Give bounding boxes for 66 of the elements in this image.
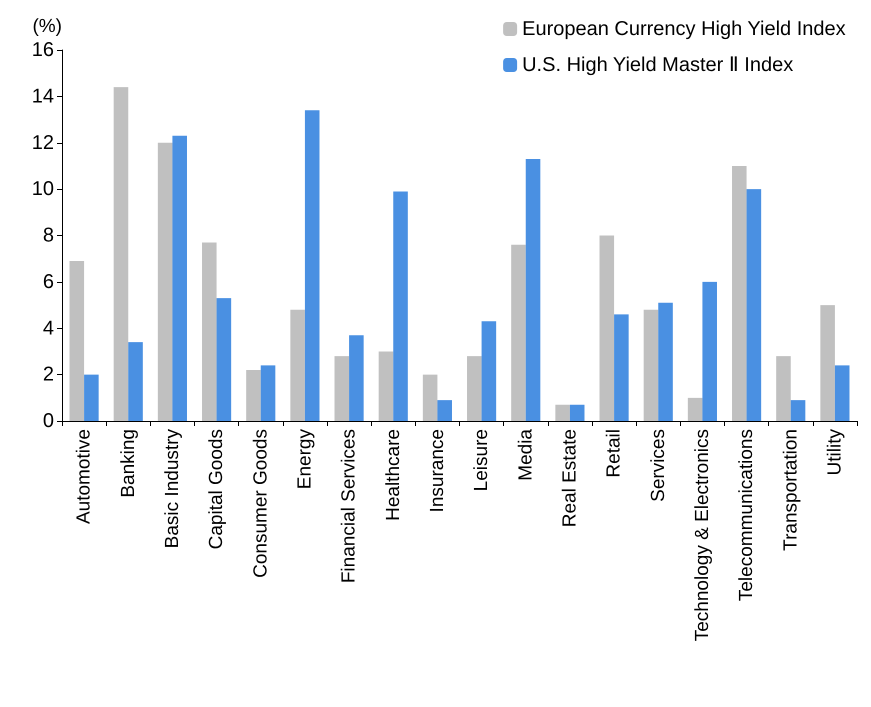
bar (158, 142, 172, 421)
bar (526, 158, 540, 421)
bar (334, 356, 350, 421)
bar (422, 374, 438, 421)
x-tick-label: Insurance (426, 429, 448, 512)
bar (644, 310, 658, 421)
bar (128, 342, 143, 421)
bar (511, 244, 526, 421)
x-tick-label: Basic Industry (162, 428, 183, 548)
y-tick-label: 16 (32, 39, 54, 61)
y-tick-label: 4 (42, 317, 54, 340)
y-axis-title: (%) (32, 16, 62, 37)
bar (732, 166, 747, 421)
bar (746, 189, 762, 421)
y-tick-label: 14 (32, 85, 54, 108)
bar (482, 321, 496, 421)
x-tick-label: Real Estate (559, 429, 580, 528)
y-tick-label: 12 (32, 132, 54, 154)
bar (84, 374, 99, 421)
bar (378, 351, 394, 421)
bar (834, 365, 850, 421)
x-tick-label: Leisure (471, 429, 492, 492)
x-tick-label: Transportation (780, 429, 802, 551)
legend-label: European Currency High Yield Index (522, 18, 846, 40)
bar (246, 370, 261, 421)
bar (202, 242, 217, 421)
x-tick-label: Automotive (74, 429, 95, 524)
x-tick-label: Retail (604, 429, 625, 478)
x-tick-label: Utility (824, 428, 846, 476)
y-tick-label: 6 (42, 270, 54, 293)
bar (467, 356, 482, 421)
bar (349, 335, 364, 421)
bar (790, 400, 806, 421)
bar (437, 400, 452, 421)
y-tick-label: 2 (42, 364, 54, 386)
legend-label: U.S. High Yield Master Ⅱ Index (522, 54, 794, 76)
x-tick-label: Financial Services (338, 429, 360, 584)
bar (290, 310, 305, 421)
bar (658, 302, 673, 421)
bar (70, 261, 84, 421)
x-tick-label: Telecommunications (736, 429, 758, 602)
y-tick-label: 8 (42, 224, 54, 246)
x-tick-label: Services (648, 429, 669, 502)
bar (600, 236, 614, 421)
bar (172, 136, 187, 421)
bar (776, 356, 791, 421)
x-tick-label: Energy (294, 428, 316, 490)
x-tick-label: Capital Goods (206, 429, 228, 550)
bar (216, 298, 232, 421)
bar (555, 404, 570, 421)
bar (393, 191, 408, 421)
x-tick-label: Media (515, 428, 536, 481)
bar (688, 398, 702, 421)
bar (260, 365, 276, 421)
x-tick-label: Healthcare (382, 429, 404, 521)
bar (570, 404, 584, 421)
bar (702, 282, 717, 421)
bar (614, 314, 629, 421)
bar (114, 87, 128, 421)
x-tick-label: Technology & Electronics (692, 429, 713, 642)
y-tick-label: 0 (42, 410, 54, 432)
bar (304, 110, 320, 421)
y-tick-label: 10 (32, 178, 54, 200)
bar (820, 305, 835, 421)
x-tick-label: Banking (118, 429, 139, 498)
x-tick-label: Consumer Goods (250, 429, 272, 578)
